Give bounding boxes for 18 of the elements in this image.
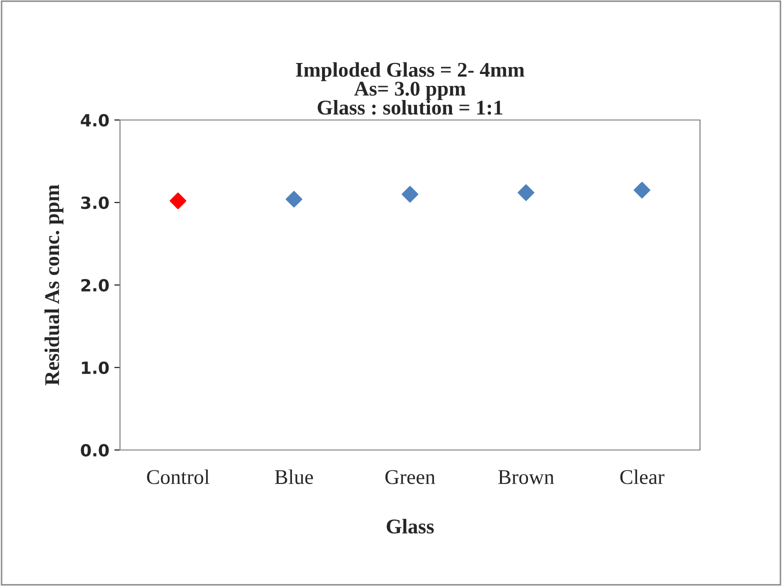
y-tick-label: 0.0 — [80, 444, 109, 457]
x-axis-title: Glass — [386, 518, 434, 534]
y-tick-label: 2.0 — [81, 278, 109, 292]
x-tick-label: Blue — [274, 469, 313, 484]
chart-title: Imploded Glass = 2- 4mm As= 3.0 ppm Glass : solution = 1:1 — [296, 62, 524, 115]
y-tick-label: 4.0 — [80, 114, 109, 127]
x-tick-label: Green — [385, 470, 436, 484]
y-tick-label: 3.0 — [81, 196, 109, 210]
point — [402, 186, 418, 203]
point — [170, 192, 186, 210]
point — [286, 190, 302, 208]
x-tick-label: Control — [147, 469, 210, 484]
y-tick-label: 1.0 — [82, 361, 109, 374]
point — [518, 184, 534, 201]
point — [634, 182, 650, 198]
x-tick-label: Brown — [498, 470, 554, 484]
x-tick-label: Clear — [620, 469, 664, 484]
y-axis-title: Residual As conc. ppm — [44, 184, 64, 386]
